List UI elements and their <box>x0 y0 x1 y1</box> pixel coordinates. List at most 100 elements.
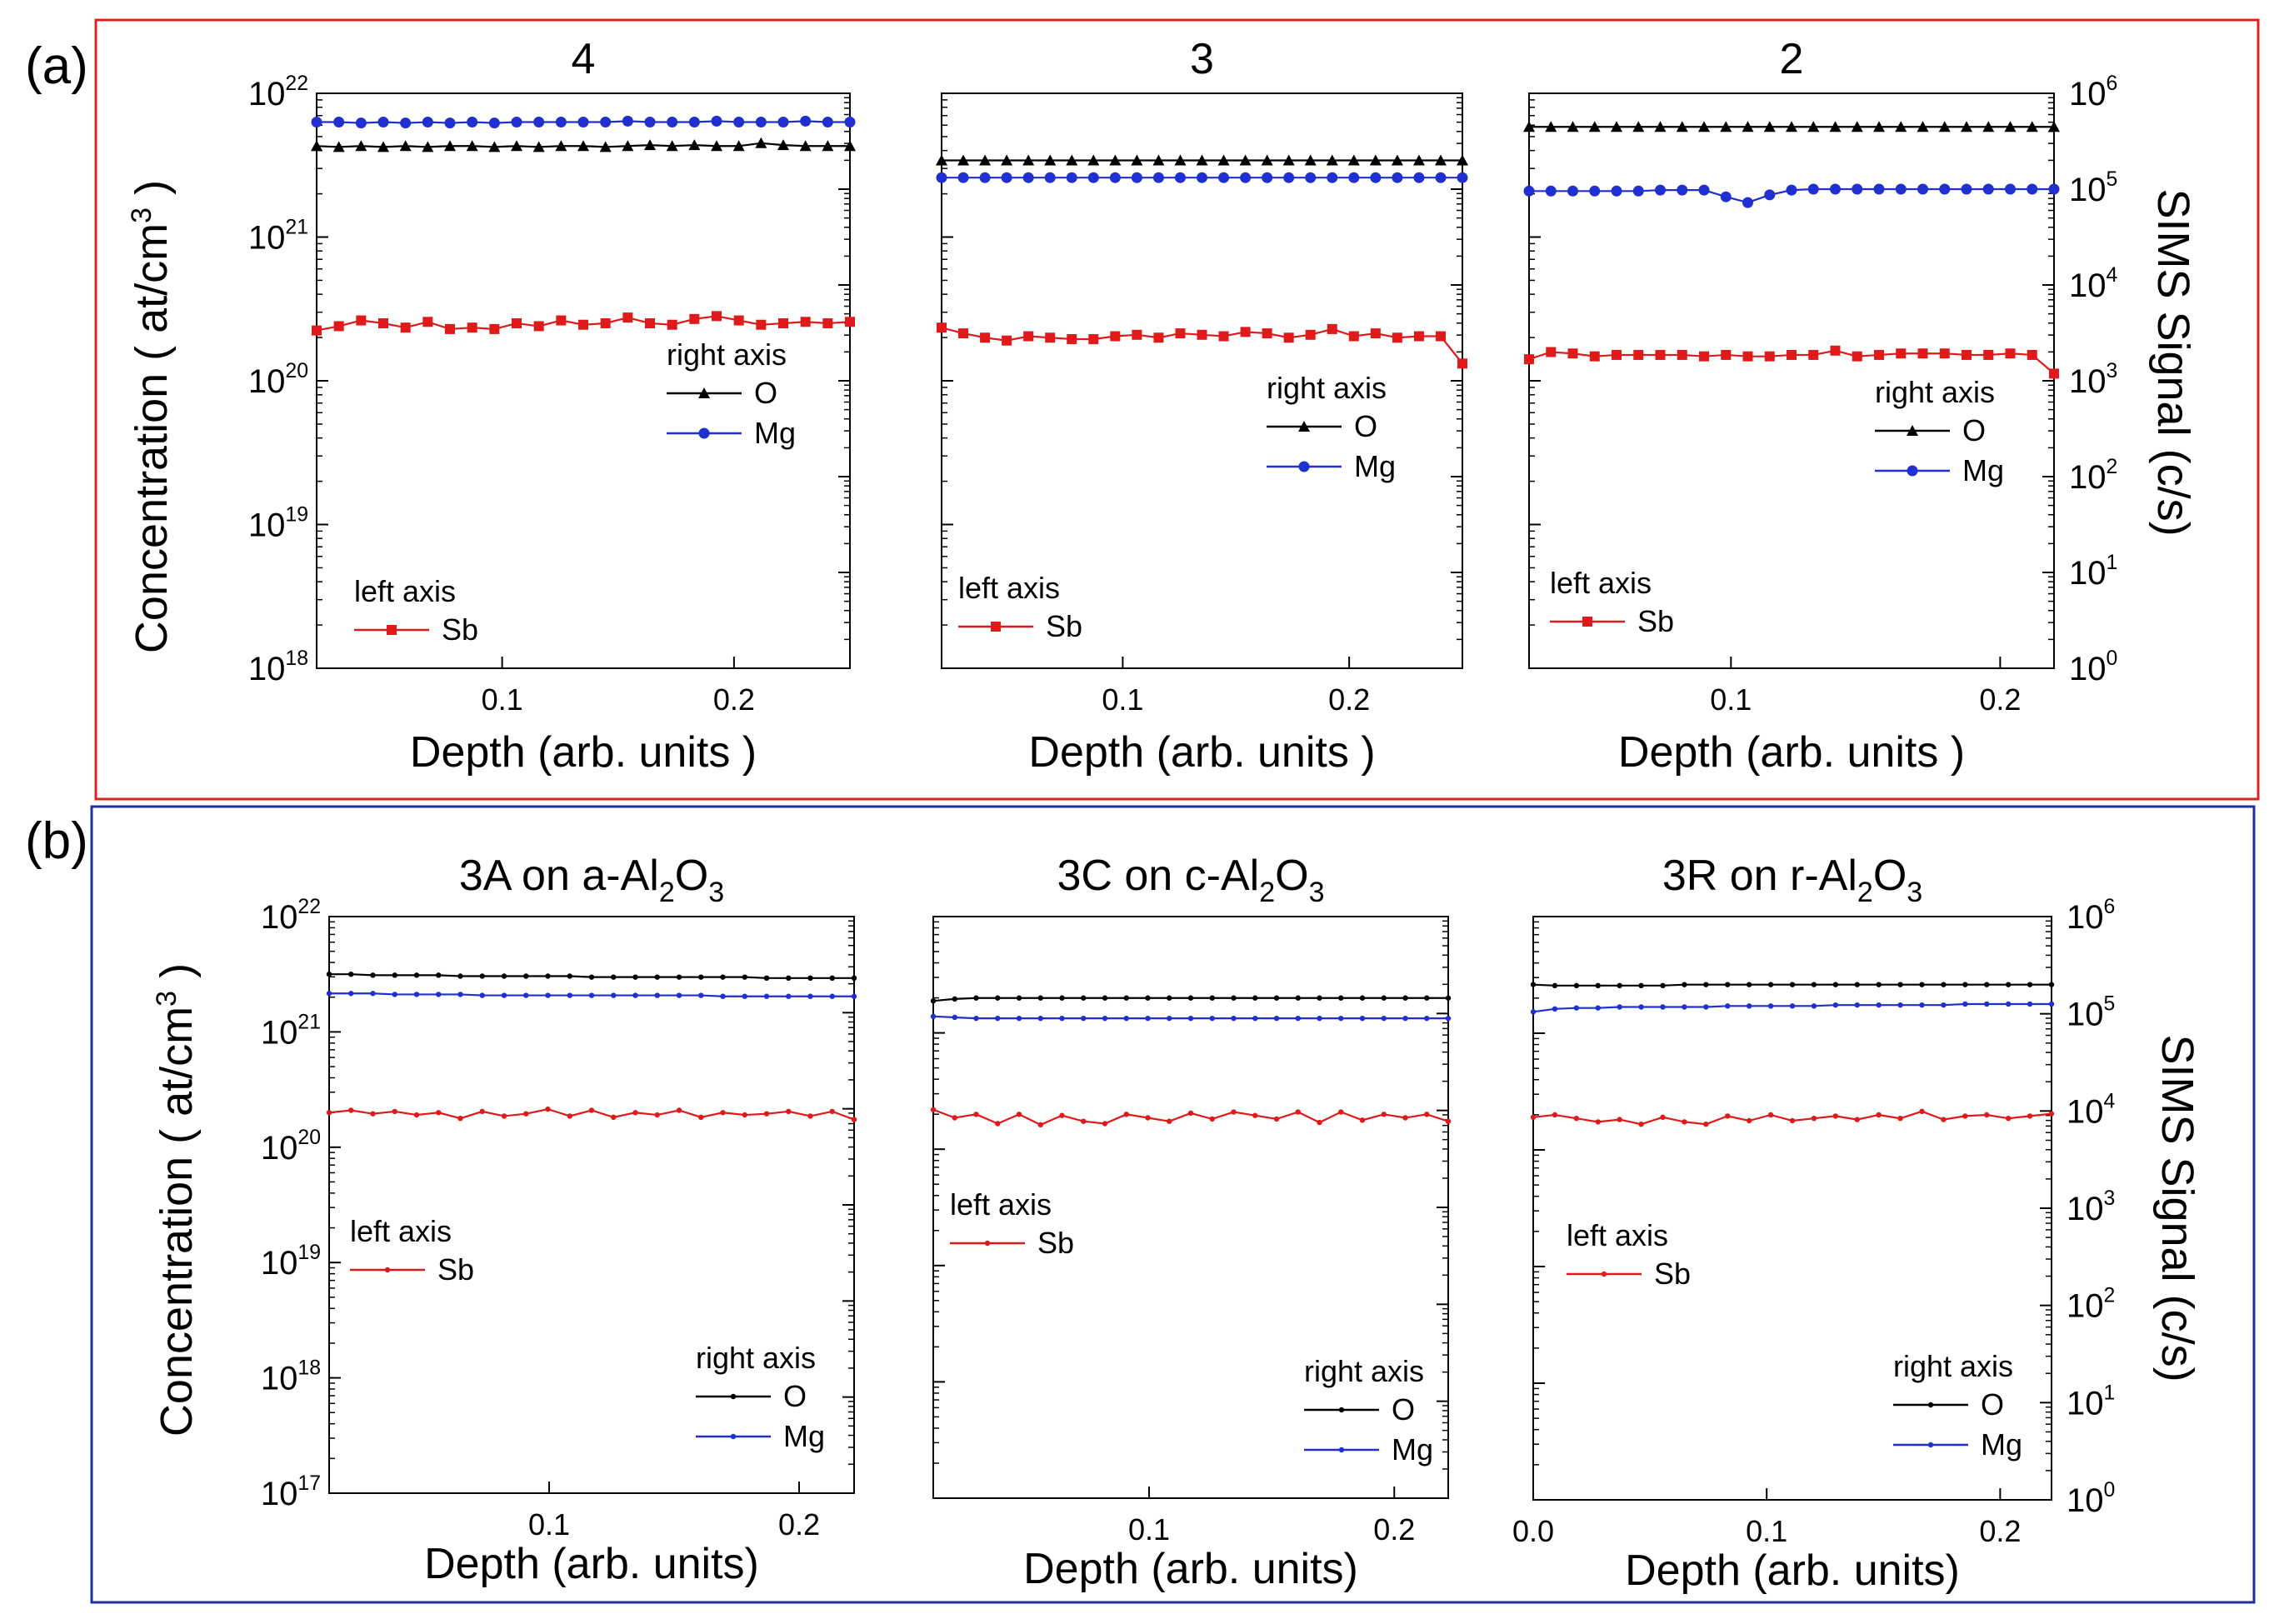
data-point-Mg <box>555 117 567 127</box>
data-point-Mg <box>1283 172 1295 183</box>
data-point-Sb <box>689 313 700 324</box>
data-point-O <box>1317 995 1322 1001</box>
data-point-Mg <box>1305 172 1317 183</box>
right-tick-label-exp: 3 <box>2104 1187 2116 1210</box>
data-point-Sb <box>1874 349 1884 360</box>
data-point-Mg <box>413 992 420 997</box>
data-point-Mg <box>1413 172 1425 183</box>
data-point-Sb <box>556 315 567 326</box>
data-point-O <box>995 995 1001 1001</box>
series-Mg <box>311 115 856 129</box>
data-point-Sb <box>1595 1119 1601 1125</box>
data-point-O <box>1239 154 1252 166</box>
data-point-Sb <box>1102 1121 1108 1127</box>
data-point-O <box>332 141 345 152</box>
data-point-Mg <box>1022 172 1034 183</box>
data-point-O <box>1273 995 1280 1001</box>
data-point-O <box>1187 995 1194 1001</box>
left-tick-label: 1022 <box>261 896 321 936</box>
data-point-Mg <box>611 992 617 998</box>
data-point-Sb <box>973 1112 979 1117</box>
data-point-Sb <box>1660 1114 1666 1121</box>
data-point-O <box>1676 121 1688 132</box>
data-point-Sb <box>1983 349 1994 360</box>
left-tick-label-exp: 18 <box>285 647 308 670</box>
data-point-O <box>326 972 332 977</box>
data-point-Mg <box>1197 172 1207 183</box>
legend-entry-Sb: Sb <box>437 1252 474 1287</box>
chart-1: 0.1 0.2 Depth (arb. units ) 3 right axis O Mg l… <box>936 35 1468 777</box>
data-point-O <box>786 975 792 982</box>
data-point-Sb <box>1612 349 1622 360</box>
chart-title: 2 <box>1780 35 1804 83</box>
right-tick-label-exp: 4 <box>2107 264 2118 287</box>
data-point-O <box>829 975 835 982</box>
series-O <box>326 972 857 982</box>
data-point-Sb <box>1524 354 1534 365</box>
data-point-Sb <box>1746 1117 1752 1124</box>
data-point-Mg <box>1152 172 1164 183</box>
data-point-O <box>1938 121 1951 132</box>
data-point-Sb <box>489 323 500 334</box>
data-point-Sb <box>1088 333 1099 344</box>
data-point-Mg <box>400 117 412 129</box>
legend-entry-O: O <box>1962 413 1986 447</box>
left-tick-label-base: 10 <box>261 1014 298 1051</box>
data-point-Sb <box>1067 333 1077 344</box>
legend-swatch-marker <box>387 625 397 635</box>
legend-right-axis: right axis O Mg <box>667 337 796 450</box>
legend-right-axis: right axis O Mg <box>1304 1354 1433 1467</box>
data-point-Mg <box>763 993 770 999</box>
data-point-Sb <box>445 323 455 334</box>
data-point-O <box>1424 995 1430 1001</box>
data-point-O <box>1523 121 1535 132</box>
data-point-O <box>1984 982 1990 987</box>
legend-title: right axis <box>667 337 787 372</box>
data-point-O <box>936 154 947 166</box>
left-tick-label-base: 10 <box>248 363 286 400</box>
right-tick-label-base: 10 <box>2067 1093 2104 1130</box>
series-O <box>311 137 856 152</box>
data-point-Mg <box>1746 1003 1752 1009</box>
left-tick-label-base: 10 <box>248 651 286 687</box>
data-point-Sb <box>600 318 611 328</box>
data-point-Sb <box>1917 348 1928 359</box>
right-tick-label-exp: 6 <box>2107 72 2118 95</box>
legend-title: left axis <box>958 571 1060 605</box>
data-point-Sb <box>1721 349 1732 360</box>
series-Mg <box>1530 1001 2055 1015</box>
data-point-O <box>807 975 813 982</box>
data-point-Mg <box>1807 183 1819 195</box>
data-point-O <box>720 974 726 980</box>
data-point-Mg <box>545 992 551 998</box>
x-tick-label: 0.2 <box>1979 1514 2021 1548</box>
chart-title-part: 2 <box>659 877 675 908</box>
data-point-Mg <box>600 117 612 127</box>
right-tick-label-base: 10 <box>2069 76 2107 112</box>
data-point-Sb <box>1787 349 1797 360</box>
legend-entry-Sb: Sb <box>1637 604 1674 638</box>
left-tick-label-base: 10 <box>261 1361 298 1397</box>
left-tick-label-exp: 20 <box>285 360 308 382</box>
data-point-Sb <box>1392 332 1402 343</box>
data-point-Mg <box>1786 184 1797 196</box>
data-point-O <box>348 972 354 977</box>
series-Sb <box>1530 1108 2055 1127</box>
data-point-Sb <box>645 318 655 328</box>
data-point-O <box>1617 982 1622 989</box>
chart-title-part: O <box>1873 852 1907 900</box>
data-point-O <box>1338 995 1344 1001</box>
data-point-Sb <box>1231 1109 1237 1115</box>
legend-swatch-marker <box>1338 1407 1345 1413</box>
data-point-Sb <box>1295 1109 1301 1115</box>
data-point-Sb <box>800 317 811 327</box>
data-point-O <box>370 972 376 978</box>
legend-entry-Sb: Sb <box>1654 1257 1691 1291</box>
right-tick-label: 103 <box>2067 1187 2115 1227</box>
data-point-O <box>1897 982 1903 987</box>
data-point-O <box>1941 982 1947 987</box>
chart-title-part: 3A on a-Al <box>459 852 659 900</box>
data-point-Mg <box>952 1014 957 1021</box>
legend-swatch-marker <box>1907 425 1918 436</box>
data-point-Sb <box>1811 1116 1817 1122</box>
